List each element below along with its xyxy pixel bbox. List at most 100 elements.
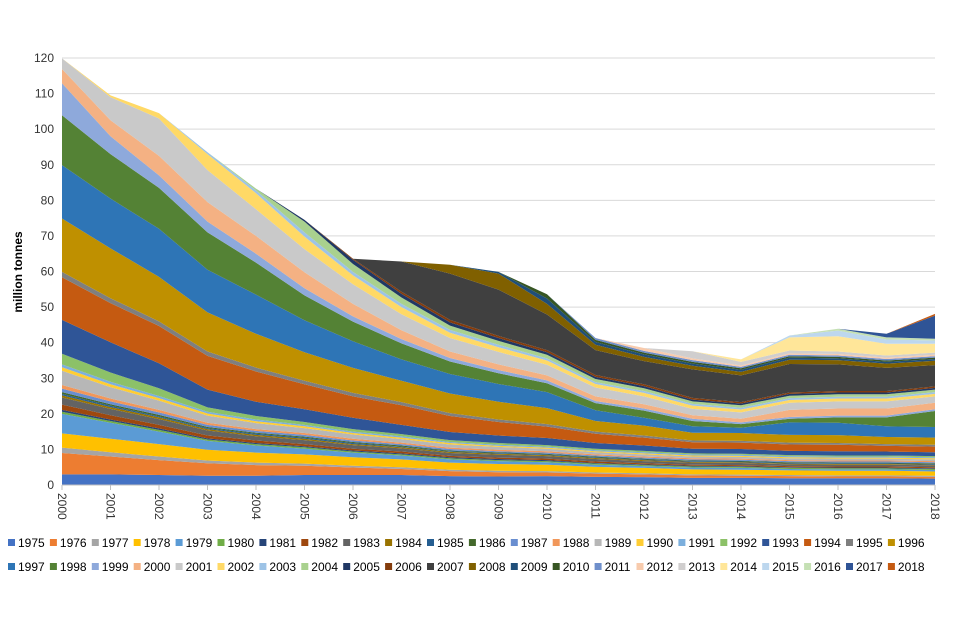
legend-swatch — [552, 563, 560, 570]
y-tick-label: 50 — [41, 300, 55, 314]
legend-item-1998: 1998 — [49, 560, 87, 574]
legend-item-1979: 1979 — [175, 536, 213, 550]
legend-label: 1991 — [688, 536, 715, 550]
legend-label: 1999 — [102, 560, 129, 574]
area-series-2007 — [62, 58, 935, 403]
legend-swatch — [720, 563, 728, 570]
legend-label: 1996 — [898, 536, 925, 550]
legend-item-2007: 2007 — [427, 560, 464, 574]
legend-item-2001: 2001 — [175, 560, 213, 574]
legend-swatch — [385, 539, 393, 546]
y-tick-label: 30 — [41, 371, 55, 385]
area-series-1998 — [62, 115, 935, 428]
legend-label: 2011 — [605, 560, 631, 574]
legend-swatch — [427, 539, 434, 546]
y-tick-label: 70 — [41, 229, 55, 243]
legend-item-1992: 1992 — [720, 536, 757, 550]
x-tick-label: 2006 — [346, 493, 360, 520]
legend-label: 1981 — [269, 536, 296, 550]
legend-swatch — [468, 563, 476, 570]
legend-label: 1997 — [18, 560, 45, 574]
legend-swatch — [175, 539, 183, 546]
legend-label: 1983 — [353, 536, 380, 550]
legend-label: 2018 — [898, 560, 925, 574]
x-tick-label: 2009 — [492, 493, 506, 520]
legend-item-2012: 2012 — [636, 560, 674, 574]
legend-item-1995: 1995 — [846, 536, 883, 550]
x-tick-label: 2013 — [686, 493, 700, 520]
legend-item-1999: 1999 — [91, 560, 129, 574]
legend-label: 2008 — [479, 560, 506, 574]
legend-swatch — [846, 539, 853, 546]
legend-label: 1990 — [647, 536, 674, 550]
legend-swatch — [552, 539, 560, 546]
legend-item-1975: 1975 — [8, 536, 45, 550]
legend-item-2018: 2018 — [887, 560, 925, 574]
legend-item-1994: 1994 — [804, 536, 841, 550]
y-tick-label: 90 — [41, 158, 55, 172]
legend-swatch — [594, 539, 602, 546]
legend-swatch — [678, 563, 686, 570]
legend-item-2004: 2004 — [301, 560, 338, 574]
legend-item-1980: 1980 — [217, 536, 255, 550]
legend-item-1986: 1986 — [468, 536, 506, 550]
legend-label: 1975 — [18, 536, 45, 550]
legend-label: 2002 — [228, 560, 255, 574]
area-series-1976 — [62, 452, 935, 479]
legend-label: 1993 — [772, 536, 799, 550]
legend-label: 2016 — [814, 560, 841, 574]
legend-swatch — [301, 539, 309, 546]
legend-item-2016: 2016 — [804, 560, 841, 574]
legend-item-1988: 1988 — [552, 536, 590, 550]
legend-swatch — [804, 563, 812, 570]
axes: 0 10 20 30 40 50 60 70 80 90 100 110 120 2000 2001 2002… — [34, 51, 942, 520]
legend-label: 2014 — [730, 560, 757, 574]
legend-label: 1986 — [479, 536, 506, 550]
legend-swatch — [427, 563, 434, 570]
legend-swatch — [846, 563, 853, 570]
area-series-1997 — [62, 165, 935, 438]
x-tick-label: 2008 — [443, 493, 457, 520]
area-series-1996 — [62, 218, 935, 445]
legend-swatch — [343, 539, 351, 546]
legend-label: 1995 — [856, 536, 883, 550]
legend-swatch — [510, 563, 518, 570]
legend-swatch — [343, 563, 351, 570]
area-series-group — [62, 58, 935, 485]
legend-swatch — [217, 539, 225, 546]
x-tick-label: 2011 — [589, 493, 603, 519]
legend-label: 2003 — [269, 560, 296, 574]
legend-label: 1985 — [437, 536, 464, 550]
legend-label: 1984 — [395, 536, 422, 550]
legend-item-2011: 2011 — [594, 560, 631, 574]
legend-item-1993: 1993 — [762, 536, 799, 550]
y-tick-label: 120 — [34, 51, 54, 65]
x-tick-label: 2005 — [298, 493, 312, 520]
legend-label: 2010 — [563, 560, 590, 574]
legend-label: 1977 — [102, 536, 129, 550]
x-tick-label: 2004 — [249, 493, 263, 520]
legend-item-1976: 1976 — [49, 536, 87, 550]
legend-swatch — [887, 563, 895, 570]
legend-item-2013: 2013 — [678, 560, 715, 574]
legend-swatch — [8, 539, 15, 546]
legend-swatch — [175, 563, 183, 570]
legend-swatch — [259, 563, 267, 570]
legend-label: 2015 — [772, 560, 799, 574]
area-series-1977 — [62, 447, 935, 477]
y-tick-label: 20 — [41, 407, 55, 421]
legend-label: 1989 — [605, 536, 632, 550]
legend-item-2014: 2014 — [720, 560, 757, 574]
x-tick-label: 2012 — [637, 493, 651, 520]
legend-label: 1992 — [730, 536, 757, 550]
y-tick-label: 100 — [34, 122, 54, 136]
legend-label: 1998 — [60, 560, 87, 574]
legend-swatch — [385, 563, 393, 570]
legend-swatch — [636, 539, 644, 546]
x-tick-label: 2017 — [880, 493, 894, 520]
legend-swatch — [887, 539, 895, 546]
legend-swatch — [762, 563, 770, 570]
legend-item-2005: 2005 — [343, 560, 380, 574]
legend-item-1987: 1987 — [510, 536, 548, 550]
